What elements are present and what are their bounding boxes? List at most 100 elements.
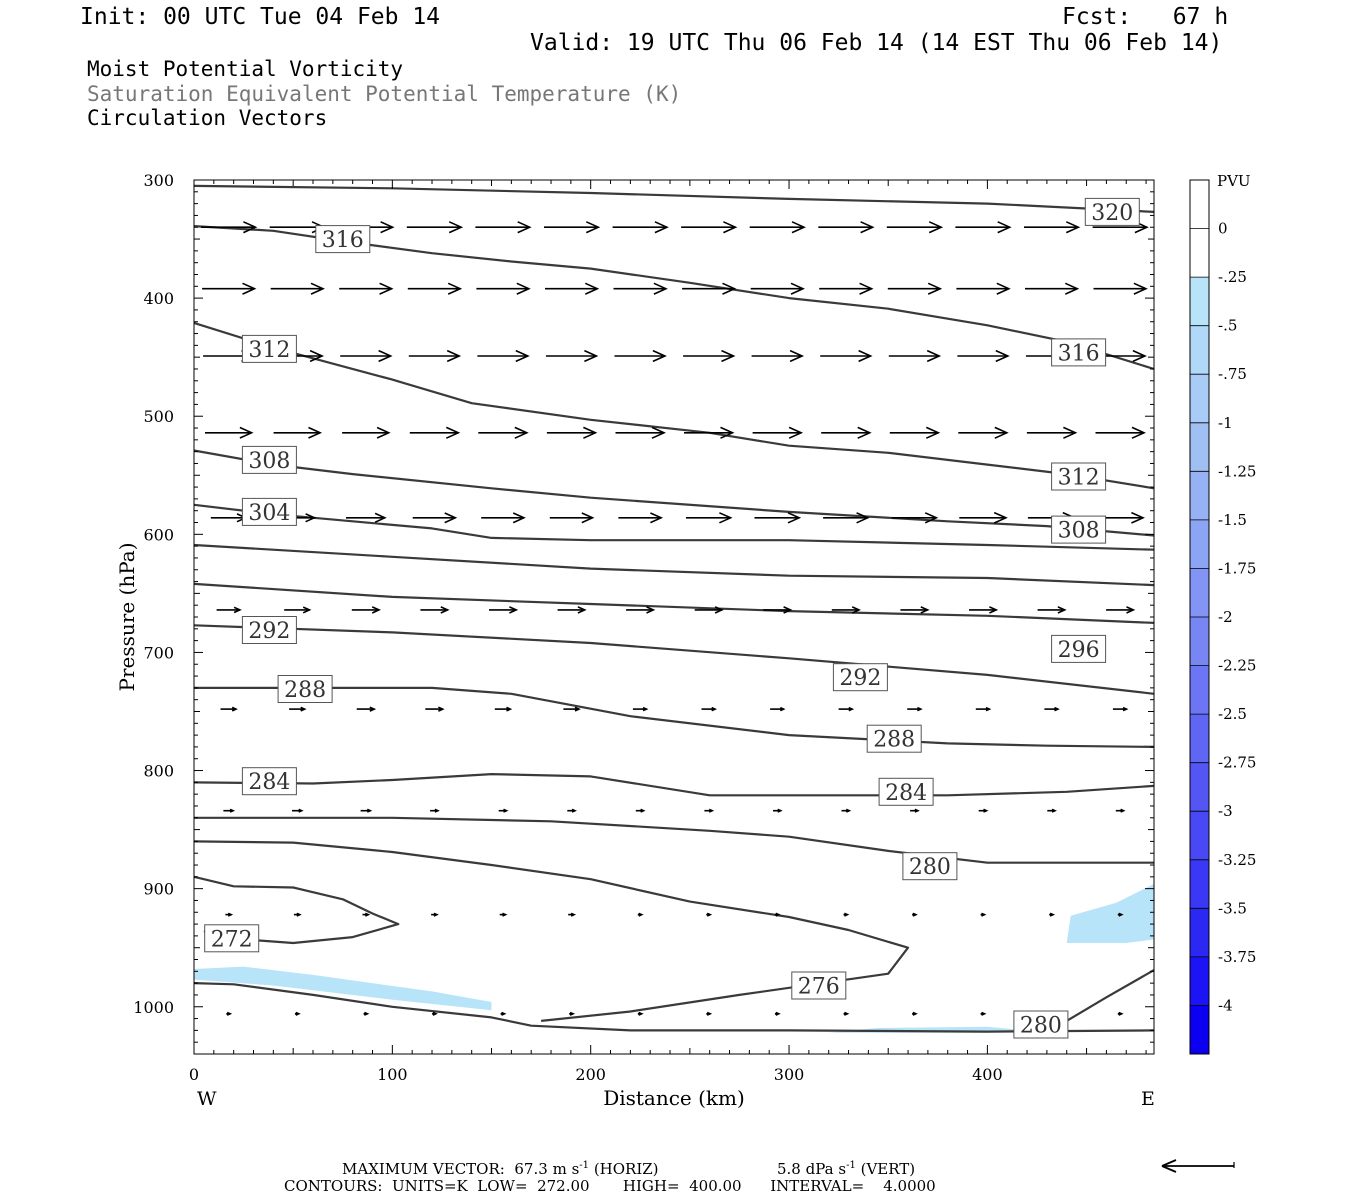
circulation-vector-1-11 (956, 282, 1011, 295)
vector-head (996, 282, 1011, 295)
vector-head (509, 606, 519, 614)
vector-head (570, 912, 577, 917)
colorbar-label-16: -4 (1218, 996, 1233, 1014)
contour-label-296: 296 (1058, 638, 1100, 663)
y-axis-label: Pressure (hPa) (115, 543, 139, 692)
vector-head (448, 221, 464, 234)
contour-label-292: 292 (248, 619, 290, 644)
vector-head (720, 426, 735, 439)
colorbar-segment-12 (1190, 762, 1209, 812)
vector-head (438, 706, 445, 712)
circulation-vector-2-9 (820, 349, 873, 363)
x-tick-label-400: 400 (972, 1065, 1003, 1084)
circulation-vector-9-7 (706, 1011, 713, 1016)
circulation-vector-0-7 (681, 221, 738, 234)
circulation-vector-7-3 (430, 808, 440, 813)
vector-head (912, 1011, 918, 1016)
circulation-vector-7-12 (1047, 808, 1057, 813)
vector-head (856, 512, 870, 524)
contour-label-284: 284 (248, 770, 290, 795)
circulation-vector-4-5 (549, 512, 595, 524)
contour-label-308: 308 (1058, 519, 1100, 544)
contour-label-box-11 (277, 675, 333, 703)
circulation-vector-0-0 (201, 221, 258, 234)
west-end-label: W (197, 1088, 217, 1110)
vector-head (239, 426, 254, 439)
vector-head (444, 512, 458, 524)
contour-label-304: 304 (248, 501, 290, 526)
contour-label-box-10 (832, 663, 888, 692)
contour-label-box-9 (241, 616, 297, 644)
vert-vector-tag: (VERT) (860, 1160, 916, 1178)
vector-head (517, 221, 532, 234)
circulation-vector-2-10 (888, 349, 942, 363)
colorbar-segment-11 (1190, 714, 1209, 764)
circulation-vector-4-10 (891, 512, 939, 524)
circulation-vector-7-1 (292, 808, 304, 813)
vector-head (229, 808, 236, 813)
circulation-vector-3-1 (273, 426, 323, 439)
colorbar-label-13: -3.25 (1218, 851, 1256, 869)
vector-head (652, 349, 667, 363)
vector-head (378, 349, 393, 363)
colorbar-title: PVU (1217, 172, 1251, 190)
east-end-label: E (1141, 1088, 1155, 1110)
vector-head (577, 606, 587, 614)
colorbar-segment-13 (1190, 811, 1209, 861)
vector-head (295, 1011, 301, 1016)
contour-label-276: 276 (798, 975, 840, 1000)
vector-head (369, 706, 377, 712)
vector-head (912, 912, 918, 917)
vector-head (506, 706, 513, 712)
circulation-vector-4-0 (210, 513, 248, 523)
circulation-vector-8-9 (843, 912, 850, 917)
circulation-vector-9-5 (569, 1011, 576, 1016)
vector-head (300, 706, 307, 712)
contour-label-box-17 (204, 924, 260, 953)
circulation-vector-1-3 (407, 282, 463, 295)
circulation-vector-3-5 (546, 426, 598, 439)
colorbar-segment-7 (1190, 519, 1209, 569)
vector-head (993, 511, 1008, 524)
reference-vector-arrow-icon (1161, 1159, 1235, 1173)
circulation-vector-1-9 (819, 282, 874, 295)
vector-head (851, 606, 861, 614)
contour-label-box-14 (878, 777, 934, 806)
theta-es-contour-layer (193, 184, 1155, 1033)
vector-head (569, 1011, 576, 1016)
max-vector-line: MAXIMUM VECTOR: 67.3 m s-1 (HORIZ) (342, 1157, 659, 1178)
contour-label-box-3 (241, 334, 297, 363)
circulation-vector-1-6 (613, 282, 668, 295)
circulation-vector-3-13 (1095, 426, 1146, 439)
vector-head (374, 512, 387, 523)
vector-head (571, 808, 577, 813)
circulation-vector-0-8 (749, 221, 806, 234)
colorbar-segment-5 (1190, 422, 1209, 472)
vector-head (440, 606, 450, 614)
vector-head (1131, 511, 1145, 524)
vector-head (844, 1011, 850, 1016)
circulation-vector-3-7 (684, 426, 735, 439)
circulation-vector-9-4 (500, 1011, 507, 1016)
x-tick-label-0: 0 (189, 1065, 199, 1084)
circulation-vector-5-8 (763, 606, 793, 614)
vector-head (981, 912, 987, 917)
circulation-vector-6-10 (907, 706, 923, 712)
circulation-vector-layer (201, 221, 1149, 1016)
colorbar-label-10: -2.5 (1218, 705, 1247, 723)
theta-es-contour-280-14 (1066, 969, 1155, 1022)
colorbar-label-1: -.25 (1218, 268, 1247, 286)
circulation-vector-3-6 (615, 426, 666, 439)
vector-head (791, 221, 806, 234)
circulation-vector-5-4 (489, 606, 519, 614)
theta-es-contour-304-4 (193, 503, 1155, 551)
vector-head (432, 1011, 438, 1016)
circulation-vector-7-11 (978, 808, 989, 813)
circulation-vector-0-9 (818, 221, 875, 234)
circulation-vector-3-3 (409, 426, 461, 439)
circulation-vector-9-11 (980, 1011, 987, 1016)
contour-label-280: 280 (1020, 1014, 1062, 1039)
circulation-vector-7-8 (773, 808, 783, 813)
colorbar-segment-16 (1190, 956, 1209, 1006)
